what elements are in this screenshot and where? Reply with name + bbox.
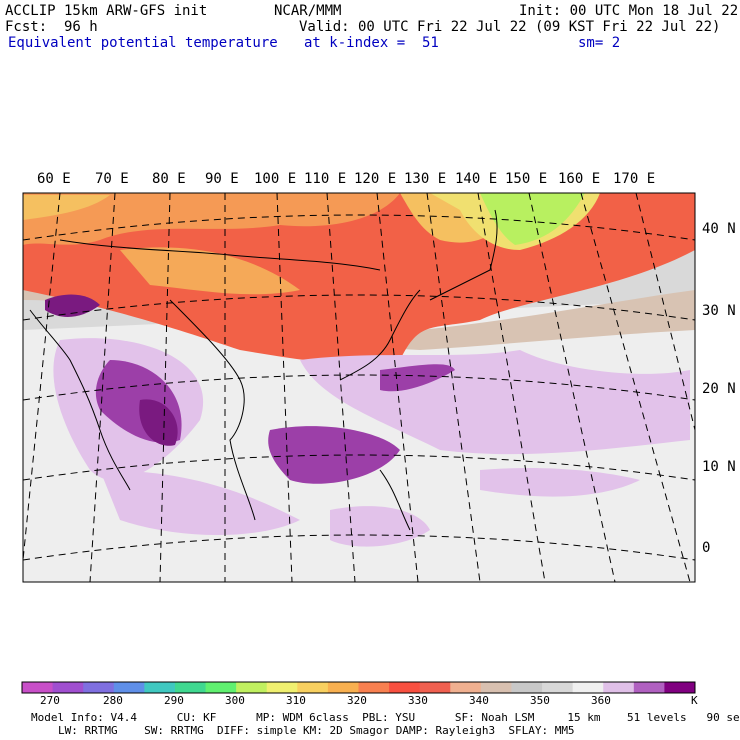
org-label: NCAR/MMM (274, 3, 342, 19)
colorbar-swatch (144, 682, 176, 693)
colorbar-border (21, 681, 696, 694)
lon-label: 100 E (254, 171, 297, 187)
colorbar-tick: 300 (225, 694, 245, 707)
lat-label: 10 N (702, 459, 736, 475)
theta-e-field (23, 193, 695, 582)
lon-label: 70 E (95, 171, 129, 187)
colorbar-swatch (327, 682, 359, 693)
colorbar-swatch (113, 682, 145, 693)
colorbar-swatch (297, 682, 329, 693)
colorbar-swatch (603, 682, 635, 693)
colorbar-swatch (174, 682, 207, 693)
colorbar-swatch (480, 682, 512, 693)
colorbar-swatch (664, 682, 696, 693)
lon-label: 140 E (455, 171, 498, 187)
lat-label: 30 N (702, 303, 736, 319)
lat-label: 20 N (702, 381, 736, 397)
forecast-label: Fcst: (5, 19, 48, 35)
level-label: at k-index = 51 (304, 35, 439, 51)
colorbar-swatch (266, 682, 298, 693)
colorbar-swatch (205, 682, 237, 693)
lat-label: 0 (702, 540, 711, 556)
colorbar-swatch (633, 682, 665, 693)
lon-label: 150 E (505, 171, 548, 187)
init-time: Init: 00 UTC Mon 18 Jul 22 (519, 3, 739, 19)
lon-label: 160 E (558, 171, 601, 187)
model-info-line2: LW: RRTMG SW: RRTMG DIFF: simple KM: 2D … (58, 724, 575, 737)
lon-label: 60 E (37, 171, 71, 187)
lon-label: 120 E (354, 171, 397, 187)
colorbar-tick: 310 (286, 694, 306, 707)
colorbar-tick: 330 (408, 694, 428, 707)
colorbar-tick: 320 (347, 694, 367, 707)
valid-time: Valid: 00 UTC Fri 22 Jul 22 (09 KST Fri … (299, 19, 721, 35)
lon-label: 130 E (404, 171, 447, 187)
colorbar-tick: 340 (469, 694, 489, 707)
forecast-hours: 96 h (64, 19, 98, 35)
colorbar-tick: 270 (40, 694, 60, 707)
colorbar-swatch (389, 682, 421, 693)
colorbar-unit: K (691, 694, 698, 707)
colorbar-swatch (572, 682, 604, 693)
colorbar-tick: 350 (530, 694, 550, 707)
colorbar-swatch (419, 682, 451, 693)
lon-label: 80 E (152, 171, 186, 187)
colorbar-swatch (511, 682, 543, 693)
model-info-line1: Model Info: V4.4 CU: KF MP: WDM 6class P… (31, 711, 740, 724)
field-name: Equivalent potential temperature (8, 35, 278, 51)
colorbar-swatch (22, 682, 54, 693)
lon-label: 110 E (304, 171, 347, 187)
colorbar-tick: 360 (591, 694, 611, 707)
model-title: ACCLIP 15km ARW-GFS init (5, 3, 208, 19)
colorbar-swatch (358, 682, 390, 693)
colorbar-swatch (236, 682, 268, 693)
lat-label: 40 N (702, 221, 736, 237)
colorbar-swatch (83, 682, 115, 693)
colorbar-swatch (542, 682, 574, 693)
lon-label: 90 E (205, 171, 239, 187)
smoothing-label: sm= 2 (578, 35, 621, 51)
colorbar-tick: 290 (164, 694, 184, 707)
lon-label: 170 E (613, 171, 656, 187)
colorbar-swatch (450, 682, 482, 693)
colorbar-tick: 280 (103, 694, 123, 707)
colorbar-swatch (52, 682, 84, 693)
